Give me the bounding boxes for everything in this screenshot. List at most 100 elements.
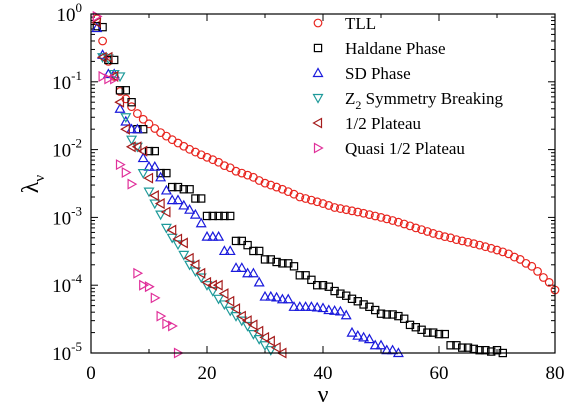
data-point [196, 150, 206, 160]
data-point [236, 310, 246, 322]
data-point [487, 347, 496, 356]
series-haldane-phase [92, 22, 508, 358]
data-point [137, 152, 149, 163]
data-point [183, 252, 194, 264]
data-point [375, 339, 387, 350]
data-point [381, 344, 393, 355]
data-point [115, 159, 126, 171]
data-point [259, 341, 271, 351]
data-point [150, 292, 161, 304]
data-point [247, 319, 258, 331]
data-point [498, 247, 508, 257]
data-point [270, 342, 281, 354]
legend-label: SD Phase [345, 64, 411, 83]
data-point [102, 51, 113, 63]
data-point [208, 211, 217, 221]
data-point [213, 294, 225, 305]
data-point [195, 273, 207, 284]
data-point [307, 275, 316, 285]
x-tick-label: 20 [198, 363, 217, 384]
data-point [305, 301, 317, 311]
legend-marker [313, 18, 323, 28]
data-point [249, 246, 258, 256]
y-tick-label: 10-4 [52, 271, 82, 297]
data-point [143, 160, 155, 171]
data-point [202, 211, 212, 221]
data-point [144, 119, 154, 129]
data-point [388, 216, 398, 225]
data-point [492, 245, 502, 255]
data-point [173, 182, 183, 192]
data-point [138, 114, 148, 124]
plot-area [91, 10, 560, 359]
data-point [190, 147, 200, 157]
data-point [340, 309, 352, 320]
data-point [394, 311, 403, 321]
data-point [241, 315, 252, 327]
data-point [278, 184, 287, 194]
data-point [347, 206, 357, 216]
data-point [108, 70, 119, 82]
data-point [272, 182, 282, 192]
data-point [202, 152, 212, 162]
data-point [417, 325, 426, 334]
data-point [126, 135, 138, 146]
data-point [243, 240, 252, 250]
data-point [178, 199, 190, 210]
data-point [149, 190, 159, 202]
data-point [376, 309, 386, 318]
data-point [242, 267, 254, 278]
data-point [121, 166, 132, 178]
data-point [452, 235, 461, 245]
data-point [278, 259, 287, 268]
data-point [132, 109, 142, 118]
data-point [120, 113, 132, 123]
legend-item: Haldane Phase [313, 39, 446, 58]
data-point [224, 245, 236, 256]
data-point [352, 329, 364, 340]
data-point [121, 86, 130, 95]
legend-item: TLL [313, 14, 376, 33]
data-point [172, 194, 184, 205]
data-point [336, 289, 345, 298]
data-point [179, 185, 188, 194]
data-point [253, 325, 264, 337]
y-tick-label: 10-2 [52, 136, 82, 162]
x-axis-label: ν [318, 382, 329, 408]
data-point [307, 195, 316, 205]
data-point [370, 211, 380, 221]
data-point [212, 279, 223, 291]
data-point [191, 194, 200, 203]
data-point [214, 211, 223, 221]
data-point [259, 331, 270, 343]
data-point [440, 329, 450, 339]
data-point [224, 306, 236, 317]
data-point [259, 290, 271, 301]
data-point [120, 115, 132, 126]
data-point [143, 187, 155, 198]
data-point [201, 230, 213, 241]
data-point [312, 197, 322, 207]
data-point [237, 236, 246, 246]
data-point [149, 160, 161, 171]
legend: TLL Haldane Phase SD Phase Z2 Symmetry Brea… [312, 14, 504, 158]
data-point [247, 330, 259, 340]
data-point [120, 123, 130, 135]
data-point [359, 208, 369, 218]
data-point [266, 255, 276, 264]
x-tick-label: 60 [430, 363, 449, 384]
data-point [98, 70, 109, 82]
data-point [289, 262, 299, 271]
data-point [166, 194, 178, 205]
data-point [160, 223, 172, 234]
data-point [544, 277, 554, 287]
data-point [218, 245, 230, 256]
data-point [144, 281, 155, 293]
data-point [230, 262, 242, 272]
legend-item: Quasi 1/2 Plateau [313, 139, 465, 158]
data-point [98, 36, 107, 46]
data-point [452, 341, 461, 350]
data-point [330, 286, 339, 296]
data-point [369, 339, 381, 350]
data-point [382, 214, 392, 224]
